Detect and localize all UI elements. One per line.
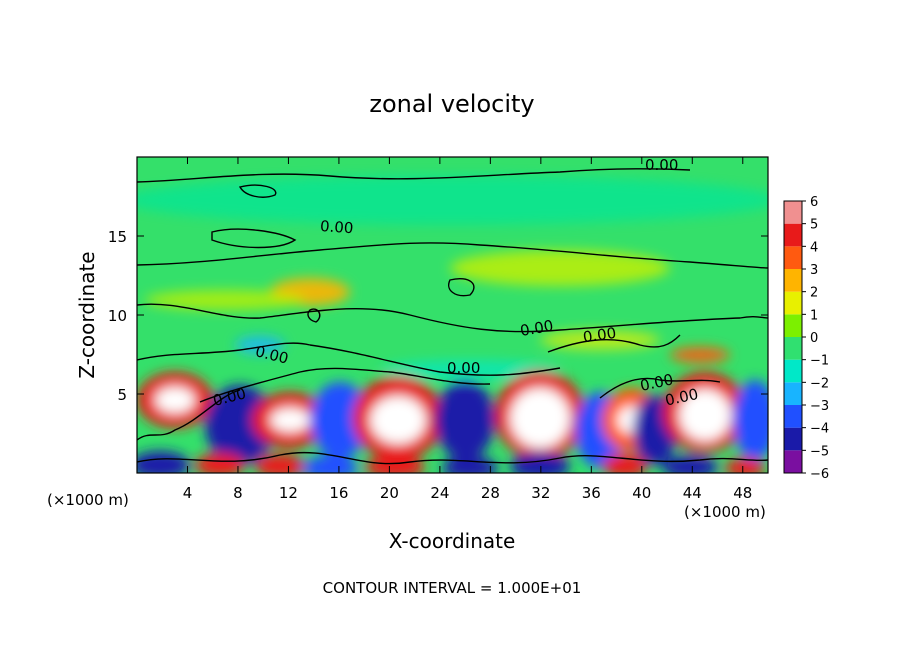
colorbar-tick-label: 5	[810, 218, 818, 233]
colorbar-swatch	[784, 405, 802, 428]
colorbar-tick-label: −6	[810, 467, 829, 482]
colorbar-swatch	[784, 223, 802, 247]
colorbar-tick-label: −3	[810, 399, 829, 414]
zero-contours	[137, 167, 768, 465]
x-axis: 4 8 12 16 20 24 28 32 36 40 44 48	[183, 157, 752, 502]
x-tick-label: 4	[183, 484, 193, 502]
x-tick-label: 48	[733, 484, 752, 502]
colorbar-tick-label: −5	[810, 444, 829, 459]
contour-label: 0.00	[319, 217, 354, 237]
colorbar-tick-label: −2	[810, 376, 829, 391]
x-tick-label: 12	[279, 484, 298, 502]
colorbar-tick-label: 6	[810, 195, 818, 210]
colorbar: 6 5 4 3 2 1 0 −1 −2 −3 −4 −5 −6	[783, 195, 829, 482]
colorbar-swatch	[784, 291, 802, 315]
colorbar-swatch	[784, 337, 802, 360]
x-tick-label: 44	[683, 484, 702, 502]
x-axis-title: X-coordinate	[389, 529, 516, 553]
colorbar-tick-label: 1	[810, 308, 818, 323]
x-tick-label: 20	[380, 484, 399, 502]
colorbar-tick-label: 2	[810, 286, 818, 301]
x-tick-label: 40	[632, 484, 651, 502]
colorbar-tick-label: 0	[810, 331, 818, 346]
x-tick-label: 36	[582, 484, 601, 502]
colorbar-swatch	[784, 201, 802, 224]
contour-label: 0.00	[645, 156, 678, 174]
colorbar-tick-label: 3	[810, 263, 818, 278]
colorbar-tick-label: 4	[810, 240, 818, 255]
contour-labels: 0.00 0.00 0.00 0.00 0.00 0.00 0.00 0.00 …	[211, 156, 700, 410]
colorbar-swatch	[784, 246, 802, 269]
colorbar-swatch	[784, 450, 802, 473]
x-unit-label-right: (×1000 m)	[684, 503, 766, 521]
contour-label: 0.00	[447, 359, 480, 377]
y-axis-title: Z-coordinate	[75, 251, 99, 378]
chart-title: zonal velocity	[369, 90, 534, 118]
y-tick-label: 10	[108, 307, 127, 325]
y-axis: 5 10 15	[108, 228, 768, 404]
x-unit-label-left: (×1000 m)	[47, 491, 129, 509]
colorbar-swatch	[784, 359, 802, 383]
colorbar-swatch	[784, 269, 802, 292]
colorbar-swatch	[784, 314, 802, 337]
colorbar-swatch	[784, 382, 802, 405]
x-tick-label: 32	[531, 484, 550, 502]
contour-label: 0.00	[519, 316, 555, 340]
colorbar-tick-label: −1	[810, 354, 829, 369]
x-tick-label: 8	[233, 484, 243, 502]
contour-label: 0.00	[582, 324, 618, 346]
x-tick-label: 28	[481, 484, 500, 502]
x-tick-label: 16	[329, 484, 348, 502]
colorbar-swatch	[784, 427, 802, 451]
plot-area: 0.00 0.00 0.00 0.00 0.00 0.00 0.00 0.00 …	[137, 156, 768, 473]
colorbar-tick-label: −4	[810, 422, 829, 437]
y-tick-label: 15	[108, 228, 127, 246]
contour-interval-note: CONTOUR INTERVAL = 1.000E+01	[323, 579, 582, 597]
x-tick-label: 24	[430, 484, 449, 502]
y-tick-label: 5	[117, 386, 127, 404]
